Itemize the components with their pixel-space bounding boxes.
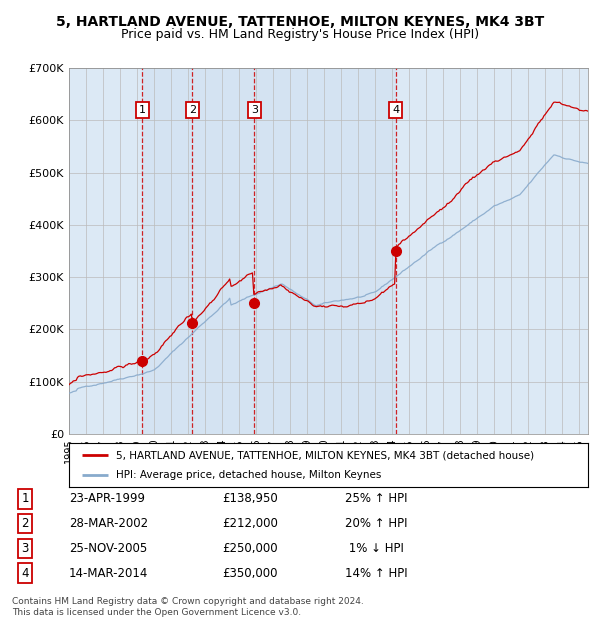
Text: 28-MAR-2002: 28-MAR-2002 (69, 517, 148, 530)
Text: 20% ↑ HPI: 20% ↑ HPI (345, 517, 407, 530)
Bar (142, 68, 396, 434)
Text: 23-APR-1999: 23-APR-1999 (69, 492, 145, 505)
Text: 14-MAR-2014: 14-MAR-2014 (69, 567, 148, 580)
Text: 4: 4 (22, 567, 29, 580)
Text: 5, HARTLAND AVENUE, TATTENHOE, MILTON KEYNES, MK4 3BT: 5, HARTLAND AVENUE, TATTENHOE, MILTON KE… (56, 16, 544, 30)
Text: 1: 1 (139, 105, 146, 115)
Text: 2: 2 (22, 517, 29, 530)
Text: £250,000: £250,000 (222, 542, 278, 555)
Text: 5, HARTLAND AVENUE, TATTENHOE, MILTON KEYNES, MK4 3BT (detached house): 5, HARTLAND AVENUE, TATTENHOE, MILTON KE… (116, 451, 534, 461)
Text: 1% ↓ HPI: 1% ↓ HPI (345, 542, 404, 555)
Text: 3: 3 (22, 542, 29, 555)
Text: HPI: Average price, detached house, Milton Keynes: HPI: Average price, detached house, Milt… (116, 469, 381, 479)
Text: 25% ↑ HPI: 25% ↑ HPI (345, 492, 407, 505)
Text: 25-NOV-2005: 25-NOV-2005 (69, 542, 147, 555)
Text: £138,950: £138,950 (222, 492, 278, 505)
Text: Price paid vs. HM Land Registry's House Price Index (HPI): Price paid vs. HM Land Registry's House … (121, 28, 479, 41)
Text: 1: 1 (22, 492, 29, 505)
Text: 4: 4 (392, 105, 399, 115)
Text: Contains HM Land Registry data © Crown copyright and database right 2024.
This d: Contains HM Land Registry data © Crown c… (12, 597, 364, 617)
Text: £212,000: £212,000 (222, 517, 278, 530)
Text: £350,000: £350,000 (222, 567, 277, 580)
Text: 2: 2 (188, 105, 196, 115)
Text: 14% ↑ HPI: 14% ↑ HPI (345, 567, 407, 580)
Text: 3: 3 (251, 105, 258, 115)
